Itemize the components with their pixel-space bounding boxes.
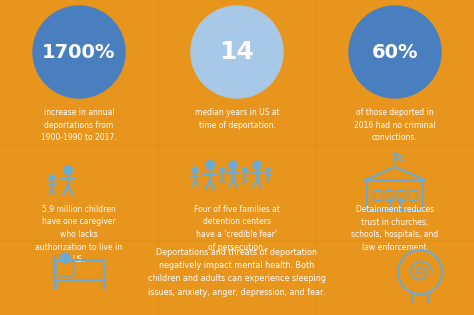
Circle shape bbox=[64, 166, 73, 175]
Text: of those deported in
2016 had no criminal
convictions.: of those deported in 2016 had no crimina… bbox=[354, 108, 436, 142]
Text: 14: 14 bbox=[219, 40, 255, 64]
Text: Four of five families at
detention centers
have a 'credible fear'
of persecution: Four of five families at detention cente… bbox=[194, 205, 280, 251]
Circle shape bbox=[60, 253, 70, 263]
Circle shape bbox=[266, 168, 270, 172]
Bar bbox=[397, 190, 405, 200]
Text: Detainment reduces
trust in churches,
schools, hospitals, and
law enforcement.: Detainment reduces trust in churches, sc… bbox=[351, 205, 438, 251]
Text: 60%: 60% bbox=[372, 43, 418, 61]
Bar bbox=[385, 190, 393, 200]
Text: 1700%: 1700% bbox=[42, 43, 116, 61]
Circle shape bbox=[49, 175, 55, 181]
Text: Deportations and threats of deportation
negatively impact mental health. Both
ch: Deportations and threats of deportation … bbox=[148, 248, 326, 297]
Circle shape bbox=[219, 168, 224, 172]
Bar bbox=[373, 190, 381, 200]
Text: 5.9 million children
have one caregiver
who lacks
authorization to live in
US.: 5.9 million children have one caregiver … bbox=[36, 205, 123, 264]
Circle shape bbox=[253, 161, 261, 169]
Bar bbox=[390, 197, 400, 210]
Circle shape bbox=[229, 161, 237, 169]
Circle shape bbox=[242, 168, 247, 173]
Circle shape bbox=[349, 6, 441, 98]
Circle shape bbox=[192, 167, 198, 173]
Text: median years in US at
time of deportation.: median years in US at time of deportatio… bbox=[195, 108, 279, 129]
Text: increase in annual
deportations from
1900-1990 to 2017.: increase in annual deportations from 190… bbox=[41, 108, 117, 142]
Circle shape bbox=[33, 6, 125, 98]
Circle shape bbox=[206, 161, 214, 169]
Circle shape bbox=[191, 6, 283, 98]
Bar bbox=[409, 190, 417, 200]
